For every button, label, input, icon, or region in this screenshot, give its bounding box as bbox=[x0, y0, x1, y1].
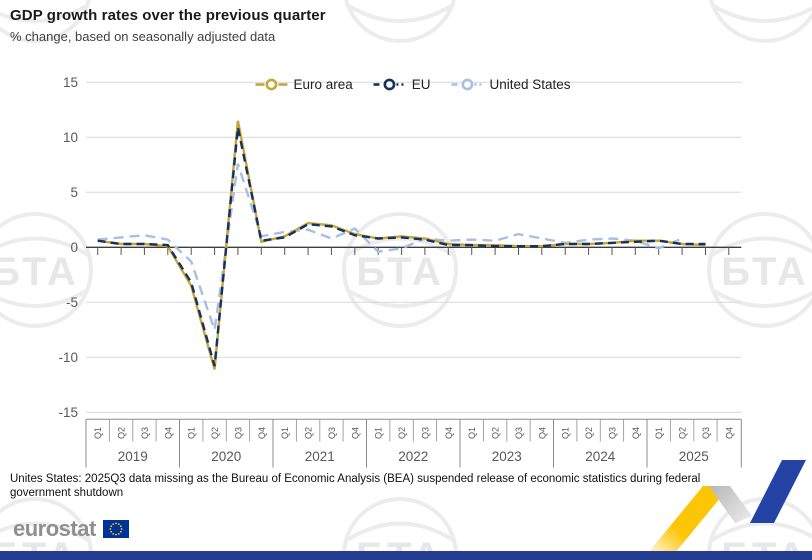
svg-text:Q1: Q1 bbox=[654, 427, 664, 439]
svg-text:Q1: Q1 bbox=[280, 427, 290, 439]
svg-text:Q4: Q4 bbox=[257, 427, 267, 439]
chart-legend: Euro area EU United States bbox=[255, 77, 571, 92]
bottom-bar bbox=[0, 551, 812, 560]
svg-text:10: 10 bbox=[63, 130, 78, 145]
svg-text:2020: 2020 bbox=[211, 449, 241, 464]
svg-text:Q2: Q2 bbox=[304, 427, 314, 439]
eu-flag-icon bbox=[102, 520, 129, 538]
svg-text:Q3: Q3 bbox=[140, 427, 150, 439]
legend-item-euro-area: Euro area bbox=[255, 77, 353, 92]
legend-marker-euro-area bbox=[255, 78, 288, 91]
svg-text:Q1: Q1 bbox=[561, 427, 571, 439]
svg-text:Q1: Q1 bbox=[187, 427, 197, 439]
svg-text:5: 5 bbox=[70, 185, 78, 200]
svg-text:-10: -10 bbox=[58, 350, 78, 365]
svg-text:Q3: Q3 bbox=[327, 427, 337, 439]
svg-text:Q2: Q2 bbox=[397, 427, 407, 439]
series-line-united-states bbox=[97, 163, 683, 331]
svg-text:Q3: Q3 bbox=[701, 427, 711, 439]
legend-label: United States bbox=[489, 77, 571, 92]
svg-text:Q1: Q1 bbox=[93, 427, 103, 439]
series-line-eu bbox=[97, 127, 706, 367]
y-axis-labels: -15 -10 -5 0 5 10 15 bbox=[58, 75, 78, 420]
svg-text:2022: 2022 bbox=[398, 449, 428, 464]
eurostat-wordmark: eurostat bbox=[13, 516, 96, 541]
svg-text:Q3: Q3 bbox=[608, 427, 618, 439]
legend-label: Euro area bbox=[293, 77, 353, 92]
svg-text:2021: 2021 bbox=[305, 449, 335, 464]
legend-marker-eu bbox=[373, 78, 406, 91]
zero-axis-ticks bbox=[97, 247, 730, 255]
svg-text:Q1: Q1 bbox=[467, 427, 477, 439]
svg-text:Q2: Q2 bbox=[117, 427, 127, 439]
svg-text:Q3: Q3 bbox=[420, 427, 430, 439]
series-line-euro-area bbox=[97, 120, 706, 370]
svg-text:2023: 2023 bbox=[492, 449, 522, 464]
svg-text:0: 0 bbox=[70, 240, 78, 255]
series-lines bbox=[97, 120, 706, 370]
svg-text:15: 15 bbox=[63, 75, 78, 90]
legend-item-united-states: United States bbox=[451, 77, 571, 92]
svg-text:-15: -15 bbox=[58, 405, 78, 420]
svg-text:Q2: Q2 bbox=[678, 427, 688, 439]
legend-item-eu: EU bbox=[373, 77, 431, 92]
svg-text:Q4: Q4 bbox=[631, 427, 641, 439]
svg-text:Q4: Q4 bbox=[163, 427, 173, 439]
svg-text:Q2: Q2 bbox=[584, 427, 594, 439]
svg-text:Q3: Q3 bbox=[233, 427, 243, 439]
legend-label: EU bbox=[411, 77, 431, 92]
eurostat-logo: eurostat bbox=[13, 516, 129, 542]
svg-text:-5: -5 bbox=[66, 295, 78, 310]
x-axis-table: 2019 2020 2021 2022 2023 2024 2025 Q1 Q2 Q3 Q4 Q1 Q2… bbox=[85, 418, 742, 468]
svg-text:Q4: Q4 bbox=[444, 427, 454, 439]
svg-text:Q4: Q4 bbox=[350, 427, 360, 439]
svg-text:2019: 2019 bbox=[118, 449, 148, 464]
svg-text:2024: 2024 bbox=[585, 449, 616, 464]
ribbon-gray-fold bbox=[709, 486, 752, 523]
y-gridlines bbox=[86, 81, 742, 413]
svg-text:2025: 2025 bbox=[679, 449, 709, 464]
footnote-text: Unites States: 2025Q3 data missing as th… bbox=[10, 473, 701, 500]
svg-text:Q4: Q4 bbox=[724, 427, 734, 439]
svg-text:Q1: Q1 bbox=[374, 427, 384, 439]
svg-text:Q4: Q4 bbox=[537, 427, 547, 439]
legend-marker-united-states bbox=[451, 78, 484, 91]
chart-title: GDP growth rates over the previous quart… bbox=[10, 7, 326, 24]
svg-text:Q3: Q3 bbox=[514, 427, 524, 439]
chart-subtitle: % change, based on seasonally adjusted d… bbox=[10, 29, 276, 44]
svg-text:Q2: Q2 bbox=[491, 427, 501, 439]
svg-text:Q2: Q2 bbox=[210, 427, 220, 439]
